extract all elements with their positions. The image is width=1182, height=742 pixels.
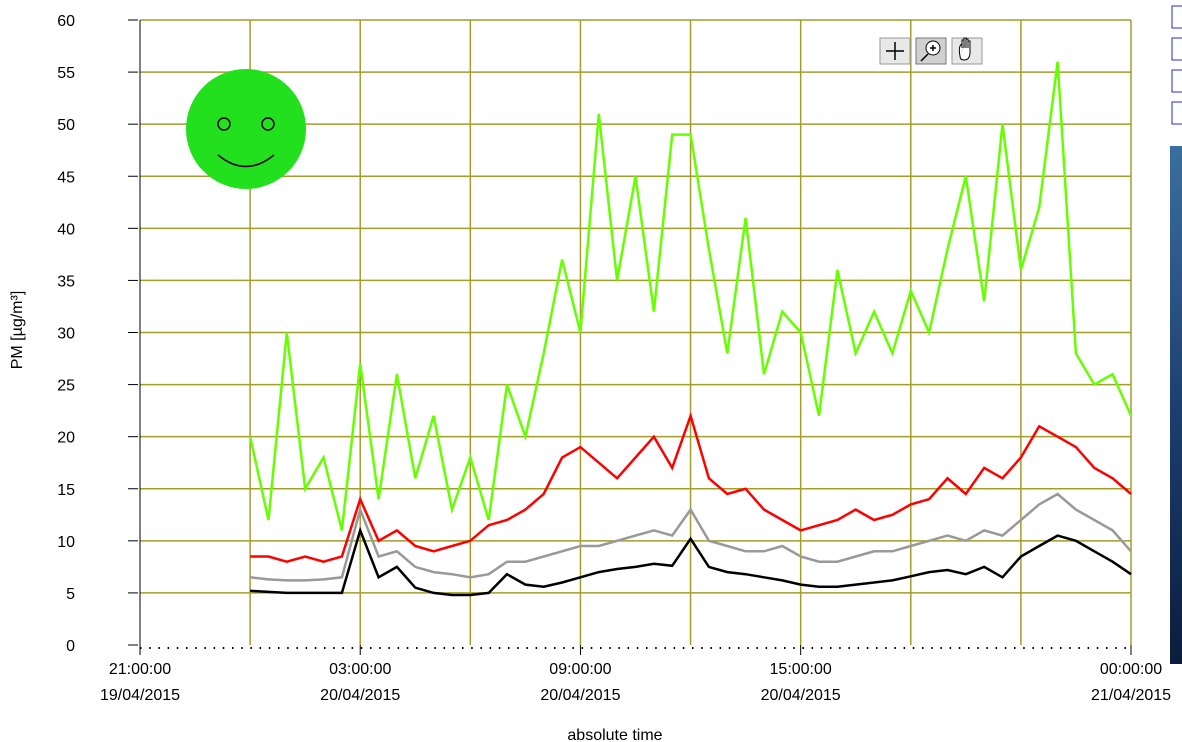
x-tick-label: 09:00:00 bbox=[549, 661, 611, 678]
y-tick-label: 10 bbox=[57, 534, 75, 551]
chart: 0 5 10 15 20 25 30 35 40 45 50 55 60 21:00:00 19/04/20… bbox=[0, 0, 1182, 742]
smiley-face bbox=[186, 69, 306, 189]
y-tick-label: 15 bbox=[57, 482, 75, 499]
toolbar bbox=[880, 38, 982, 64]
side-image bbox=[1170, 146, 1182, 664]
y-tick-label: 20 bbox=[57, 430, 75, 447]
side-button[interactable] bbox=[1172, 102, 1182, 124]
x-tick-label: 20/04/2015 bbox=[320, 687, 400, 704]
y-tick-label: 0 bbox=[66, 638, 75, 655]
y-tick-label: 55 bbox=[57, 65, 75, 82]
y-axis-label: PM [µg/m³] bbox=[9, 291, 26, 370]
side-button[interactable] bbox=[1172, 70, 1182, 92]
y-tick-label: 60 bbox=[57, 13, 75, 30]
x-tick-label: 21:00:00 bbox=[109, 661, 171, 678]
y-tick-label: 40 bbox=[57, 221, 75, 238]
y-tick-label: 5 bbox=[66, 586, 75, 603]
y-tick-label: 35 bbox=[57, 273, 75, 290]
y-tick-label: 45 bbox=[57, 169, 75, 186]
x-tick-label: 20/04/2015 bbox=[540, 687, 620, 704]
x-tick-label: 21/04/2015 bbox=[1091, 687, 1171, 704]
side-button[interactable] bbox=[1172, 6, 1182, 28]
side-panel bbox=[1170, 6, 1182, 664]
y-tick-label: 50 bbox=[57, 117, 75, 134]
x-tick-label: 15:00:00 bbox=[770, 661, 832, 678]
x-tick-label: 00:00:00 bbox=[1100, 661, 1162, 678]
x-tick-label: 03:00:00 bbox=[329, 661, 391, 678]
smiley bbox=[186, 69, 306, 189]
x-tick-label: 19/04/2015 bbox=[100, 687, 180, 704]
page: 0 5 10 15 20 25 30 35 40 45 50 55 60 21:00:00 19/04/20… bbox=[0, 0, 1182, 742]
y-tick-label: 30 bbox=[57, 326, 75, 343]
x-axis-label: absolute time bbox=[567, 727, 662, 742]
x-tick-label: 20/04/2015 bbox=[761, 687, 841, 704]
side-button[interactable] bbox=[1172, 38, 1182, 60]
y-tick-label: 25 bbox=[57, 378, 75, 395]
